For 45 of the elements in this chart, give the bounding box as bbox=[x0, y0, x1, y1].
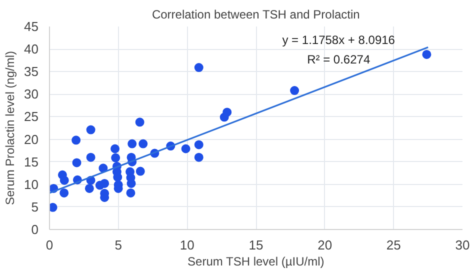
point bbox=[86, 152, 96, 162]
point bbox=[181, 144, 190, 154]
x-tick-label: 25 bbox=[386, 238, 401, 252]
y-tick-label: 35 bbox=[24, 64, 39, 80]
y-tick-label: 40 bbox=[24, 42, 39, 57]
point bbox=[60, 188, 69, 198]
x-tick-label: 20 bbox=[318, 238, 332, 252]
point bbox=[110, 144, 120, 154]
y-tick-label: 25 bbox=[24, 109, 39, 124]
point bbox=[86, 125, 96, 134]
point bbox=[50, 202, 58, 212]
chart-title: Correlation between TSH and Prolactin bbox=[152, 8, 360, 22]
point bbox=[72, 158, 82, 168]
x-tick-label: 10 bbox=[180, 238, 194, 252]
y-tick-label: 10 bbox=[24, 176, 39, 192]
point bbox=[111, 153, 120, 162]
y-tick-label: 30 bbox=[24, 86, 39, 102]
point bbox=[100, 178, 110, 188]
point bbox=[422, 50, 432, 59]
point bbox=[222, 108, 232, 117]
annotation: y = 1.1758x + 8.0916 bbox=[282, 33, 396, 48]
y-tick-label: 20 bbox=[24, 132, 39, 147]
point bbox=[126, 188, 136, 198]
point bbox=[290, 86, 300, 96]
y-tick-label: 0 bbox=[31, 222, 39, 237]
point bbox=[135, 118, 144, 127]
x-tick-label: 0 bbox=[46, 238, 54, 252]
annotation: R² = 0.6274 bbox=[307, 52, 370, 66]
x-tick-label: 30 bbox=[455, 238, 470, 252]
y-tick-label: 15 bbox=[24, 154, 39, 170]
point bbox=[194, 140, 204, 150]
x-axis-title: Serum TSH level (µIU/ml) bbox=[188, 254, 324, 268]
x-tick-label: 5 bbox=[114, 238, 122, 252]
x-tick-label: 15 bbox=[248, 238, 264, 252]
point bbox=[138, 139, 148, 148]
point bbox=[60, 176, 69, 185]
point bbox=[194, 63, 204, 72]
point bbox=[72, 136, 81, 145]
point bbox=[84, 184, 94, 193]
point bbox=[136, 166, 145, 176]
point bbox=[194, 152, 204, 162]
y-axis-title: Serum Prolactin level (ng/ml) bbox=[3, 50, 18, 206]
y-tick-label: 5 bbox=[31, 199, 39, 214]
point bbox=[128, 139, 137, 148]
y-tick-label: 45 bbox=[24, 19, 39, 34]
